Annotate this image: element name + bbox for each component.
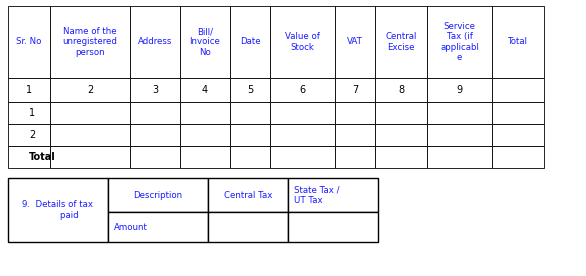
Text: 5: 5 [247, 85, 253, 95]
Bar [230, 78, 270, 102]
Bar [335, 102, 375, 124]
Bar [492, 78, 544, 102]
Text: Value of
Stock: Value of Stock [285, 32, 320, 52]
Bar [8, 146, 50, 168]
Text: Total: Total [29, 152, 56, 162]
Bar [492, 124, 544, 146]
Bar [492, 146, 544, 168]
Bar [492, 102, 544, 124]
Text: Date: Date [240, 38, 260, 46]
Text: Total: Total [508, 38, 528, 46]
Bar [375, 146, 427, 168]
Bar [180, 78, 230, 102]
Bar [130, 124, 180, 146]
Bar [335, 146, 375, 168]
Bar [8, 78, 50, 102]
Bar [427, 124, 492, 146]
Bar [230, 102, 270, 124]
Text: 2: 2 [29, 130, 35, 140]
Bar [208, 178, 288, 212]
Bar [288, 178, 378, 212]
Text: 1: 1 [26, 85, 32, 95]
Bar [427, 146, 492, 168]
Text: 2: 2 [87, 85, 93, 95]
Bar [50, 78, 130, 102]
Bar [375, 6, 427, 78]
Text: Amount: Amount [114, 222, 148, 232]
Text: Address: Address [138, 38, 172, 46]
Text: Central
Excise: Central Excise [386, 32, 417, 52]
Text: VAT: VAT [347, 38, 363, 46]
Bar [208, 212, 288, 242]
Bar [130, 6, 180, 78]
Bar [130, 146, 180, 168]
Bar [427, 78, 492, 102]
Bar [492, 6, 544, 78]
Bar [427, 102, 492, 124]
Bar [335, 78, 375, 102]
Bar [50, 102, 130, 124]
Bar [375, 102, 427, 124]
Bar [8, 124, 50, 146]
Bar [427, 6, 492, 78]
Bar [375, 78, 427, 102]
Bar [108, 178, 208, 212]
Bar [8, 102, 50, 124]
Text: 8: 8 [398, 85, 404, 95]
Bar [270, 6, 335, 78]
Bar [130, 102, 180, 124]
Bar [375, 124, 427, 146]
Bar [180, 102, 230, 124]
Text: 7: 7 [352, 85, 358, 95]
Bar [270, 146, 335, 168]
Text: 6: 6 [299, 85, 305, 95]
Bar [180, 124, 230, 146]
Text: 4: 4 [202, 85, 208, 95]
Text: 9: 9 [456, 85, 462, 95]
Bar [108, 212, 208, 242]
Bar [180, 6, 230, 78]
Bar [50, 124, 130, 146]
Bar [230, 6, 270, 78]
Text: 3: 3 [152, 85, 158, 95]
Bar [335, 6, 375, 78]
Bar [8, 178, 108, 242]
Bar [270, 124, 335, 146]
Text: 9.  Details of tax
        paid: 9. Details of tax paid [22, 200, 94, 220]
Bar [8, 6, 50, 78]
Text: Service
Tax (if
applicabl
e: Service Tax (if applicabl e [440, 22, 479, 62]
Bar [288, 212, 378, 242]
Text: Name of the
unregistered
person: Name of the unregistered person [63, 27, 117, 57]
Bar [230, 146, 270, 168]
Bar [335, 124, 375, 146]
Bar [270, 102, 335, 124]
Bar [180, 146, 230, 168]
Text: 1: 1 [29, 108, 35, 118]
Bar [270, 78, 335, 102]
Text: Central Tax: Central Tax [224, 190, 272, 200]
Bar [50, 6, 130, 78]
Text: Sr. No: Sr. No [16, 38, 42, 46]
Bar [130, 78, 180, 102]
Bar [50, 146, 130, 168]
Text: State Tax /
UT Tax: State Tax / UT Tax [294, 185, 339, 205]
Text: Bill/
Invoice
No: Bill/ Invoice No [189, 27, 220, 57]
Text: Description: Description [134, 190, 183, 200]
Bar [230, 124, 270, 146]
